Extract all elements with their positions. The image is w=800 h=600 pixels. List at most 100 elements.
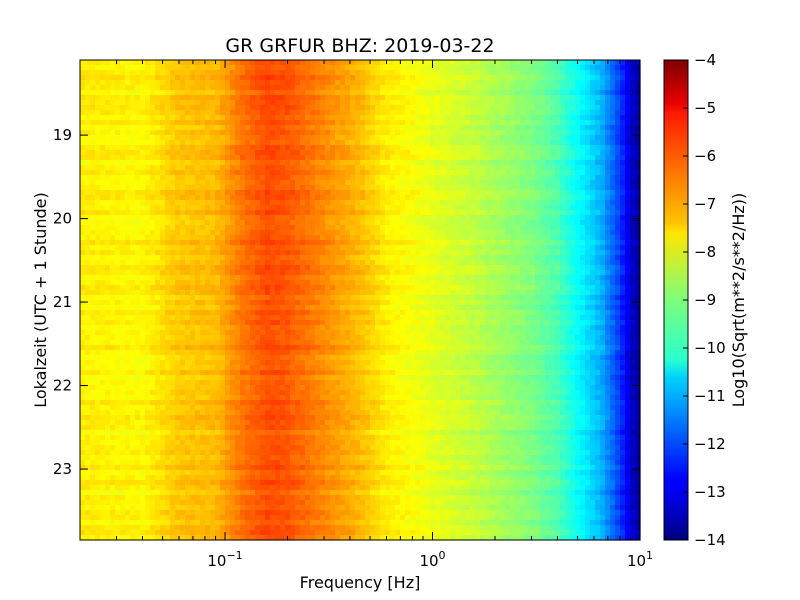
heatmap-cell xyxy=(480,200,486,206)
heatmap-cell xyxy=(240,160,246,166)
heatmap-cell xyxy=(290,175,296,181)
heatmap-cell xyxy=(270,205,276,211)
heatmap-cell xyxy=(585,70,591,76)
heatmap-cell xyxy=(190,170,196,176)
heatmap-cell xyxy=(300,150,306,156)
heatmap-cell xyxy=(105,150,111,156)
heatmap-cell xyxy=(355,240,361,246)
heatmap-cell xyxy=(415,225,421,231)
heatmap-cell xyxy=(475,130,481,136)
heatmap-cell xyxy=(255,270,261,276)
heatmap-cell xyxy=(85,150,91,156)
heatmap-cell xyxy=(195,280,201,286)
heatmap-cell xyxy=(590,230,596,236)
heatmap-cell xyxy=(290,180,296,186)
heatmap-cell xyxy=(495,155,501,161)
heatmap-cell xyxy=(285,165,291,171)
heatmap-cell xyxy=(450,255,456,261)
heatmap-cell xyxy=(135,125,141,131)
heatmap-cell xyxy=(580,240,586,246)
heatmap-cell xyxy=(240,225,246,231)
heatmap-cell xyxy=(455,180,461,186)
heatmap-cell xyxy=(260,220,266,226)
heatmap-cell xyxy=(150,120,156,126)
heatmap-cell xyxy=(385,260,391,266)
heatmap-cell xyxy=(205,120,211,126)
heatmap-cell xyxy=(170,110,176,116)
heatmap-cell xyxy=(585,160,591,166)
heatmap-cell xyxy=(290,200,296,206)
heatmap-cell xyxy=(315,135,321,141)
heatmap-cell xyxy=(405,85,411,91)
heatmap-cell xyxy=(345,190,351,196)
heatmap-cell xyxy=(630,140,636,146)
heatmap-cell xyxy=(160,190,166,196)
heatmap-cell xyxy=(420,145,426,151)
heatmap-cell xyxy=(560,70,566,76)
heatmap-cell xyxy=(565,120,571,126)
heatmap-cell xyxy=(450,80,456,86)
heatmap-cell xyxy=(600,120,606,126)
heatmap-cell xyxy=(345,135,351,141)
heatmap-cell xyxy=(635,265,641,271)
heatmap-cell xyxy=(615,220,621,226)
heatmap-cell xyxy=(100,235,106,241)
heatmap-cell xyxy=(325,60,331,66)
heatmap-cell xyxy=(390,150,396,156)
heatmap-cell xyxy=(185,80,191,86)
heatmap-cell xyxy=(245,180,251,186)
heatmap-cell xyxy=(110,100,116,106)
heatmap-cell xyxy=(330,120,336,126)
heatmap-cell xyxy=(395,280,401,286)
heatmap-cell xyxy=(345,110,351,116)
heatmap-cell xyxy=(100,110,106,116)
heatmap-cell xyxy=(500,225,506,231)
heatmap-cell xyxy=(570,195,576,201)
heatmap-cell xyxy=(370,200,376,206)
heatmap-cell xyxy=(515,65,521,71)
heatmap-cell xyxy=(115,125,121,131)
heatmap-cell xyxy=(360,80,366,86)
heatmap-cell xyxy=(435,265,441,271)
heatmap-cell xyxy=(135,145,141,151)
heatmap-cell xyxy=(485,245,491,251)
heatmap-cell xyxy=(565,275,571,281)
heatmap-cell xyxy=(630,275,636,281)
heatmap-cell xyxy=(520,90,526,96)
heatmap-cell xyxy=(135,235,141,241)
heatmap-cell xyxy=(85,85,91,91)
heatmap-cell xyxy=(490,100,496,106)
heatmap-cell xyxy=(265,275,271,281)
heatmap-cell xyxy=(520,100,526,106)
heatmap-cell xyxy=(550,245,556,251)
heatmap-cell xyxy=(155,180,161,186)
heatmap-cell xyxy=(350,150,356,156)
heatmap-cell xyxy=(100,165,106,171)
heatmap-cell xyxy=(135,75,141,81)
heatmap-cell xyxy=(560,85,566,91)
heatmap-cell xyxy=(375,70,381,76)
heatmap-cell xyxy=(215,120,221,126)
heatmap-cell xyxy=(420,160,426,166)
heatmap-cell xyxy=(255,245,261,251)
heatmap-cell xyxy=(565,80,571,86)
heatmap-cell xyxy=(115,65,121,71)
heatmap-cell xyxy=(450,145,456,151)
heatmap-cell xyxy=(325,150,331,156)
heatmap-cell xyxy=(630,60,636,66)
heatmap-cell xyxy=(385,125,391,131)
heatmap-cell xyxy=(315,150,321,156)
heatmap-cell xyxy=(210,270,216,276)
heatmap-cell xyxy=(590,225,596,231)
heatmap-cell xyxy=(565,225,571,231)
heatmap-cell xyxy=(215,65,221,71)
heatmap-cell xyxy=(230,175,236,181)
heatmap-cell xyxy=(475,200,481,206)
heatmap-cell xyxy=(555,175,561,181)
heatmap-cell xyxy=(170,160,176,166)
heatmap-cell xyxy=(370,75,376,81)
heatmap-cell xyxy=(390,190,396,196)
heatmap-cell xyxy=(500,130,506,136)
heatmap-cell xyxy=(240,90,246,96)
heatmap-cell xyxy=(560,205,566,211)
